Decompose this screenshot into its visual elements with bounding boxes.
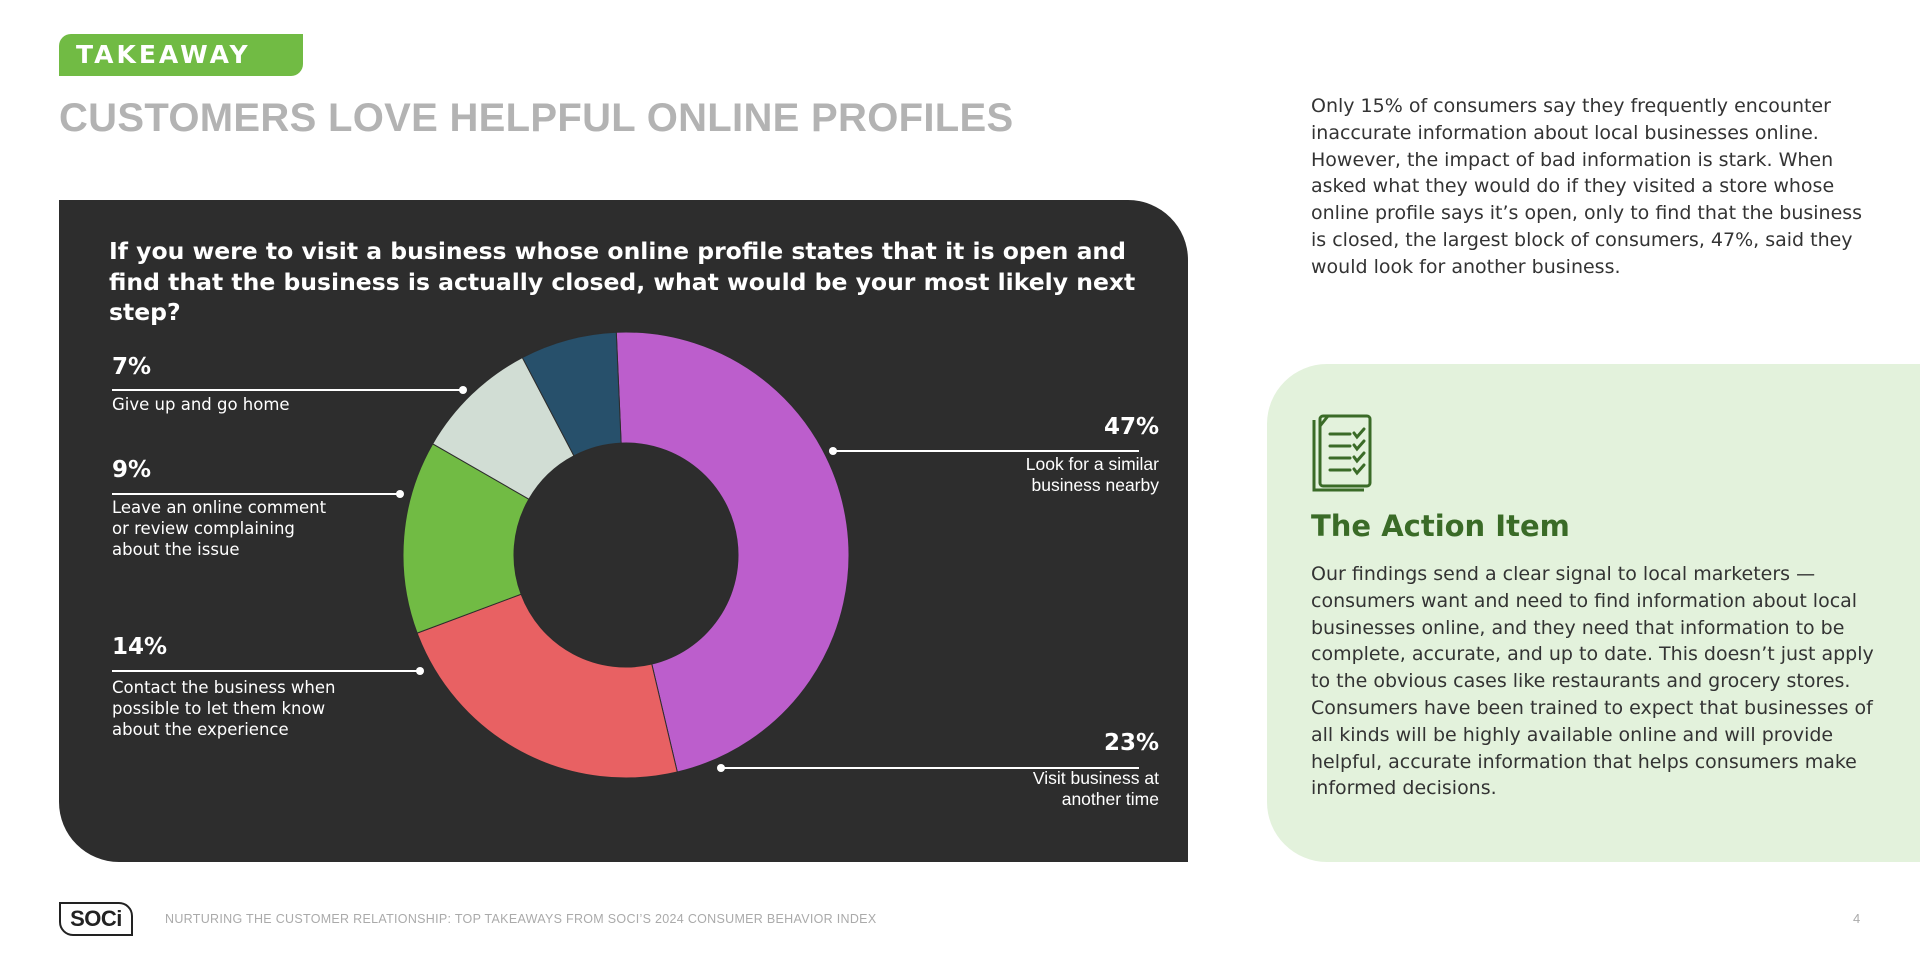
soci-logo: SOCi [59, 902, 133, 936]
label-slice-2: 14% Contact the business when possible t… [112, 634, 347, 740]
donut-chart [112, 331, 1139, 779]
chart-title: If you were to visit a business whose on… [109, 237, 1136, 326]
leader-dot-4 [459, 386, 467, 394]
desc-label-slice-4: Give up and go home [112, 395, 290, 414]
donut-slice-0 [615, 331, 850, 773]
label-slice-4: 7% Give up and go home [112, 354, 312, 415]
chart-panel: If you were to visit a business whose on… [59, 200, 1188, 862]
desc-label-slice-1: Visit business at another time [1032, 768, 1159, 809]
page-number: 4 [1853, 911, 1861, 926]
pct-label-slice-0: 47% [1103, 414, 1159, 440]
pct-label-slice-1: 23% [1103, 730, 1159, 756]
checklist-icon [1312, 414, 1372, 492]
takeaway-tag: TAKEAWAY #1 [59, 34, 303, 111]
desc-label-slice-0: Look for a similar business nearby [1025, 454, 1159, 495]
action-text: Our findings send a clear signal to loca… [1311, 563, 1874, 800]
desc-label-slice-3: Leave an online comment or review compla… [112, 498, 327, 559]
intro-text: Only 15% of consumers say they frequentl… [1311, 95, 1863, 278]
label-slice-0: 47% Look for a similar business nearby [959, 414, 1159, 496]
pct-label-slice-2: 14% [112, 634, 168, 660]
leader-dot-0 [829, 447, 837, 455]
footer-text: NURTURING THE CUSTOMER RELATIONSHIP: TOP… [165, 912, 877, 926]
action-panel: The Action Item Our findings send a clea… [1267, 364, 1920, 862]
page-title: CUSTOMERS LOVE HELPFUL ONLINE PROFILES [59, 96, 1014, 140]
pct-label-slice-4: 7% [112, 354, 152, 380]
label-slice-3: 9% Leave an online comment or review com… [112, 457, 332, 560]
donut-slice-4 [521, 331, 622, 457]
leader-dot-3 [396, 490, 404, 498]
leader-dot-1 [717, 764, 725, 772]
label-slice-1: 23% Visit business at another time [959, 730, 1159, 810]
donut-slice-1 [416, 593, 678, 779]
pct-label-slice-3: 9% [112, 457, 152, 483]
desc-label-slice-2: Contact the business when possible to le… [112, 678, 336, 739]
action-title: The Action Item [1311, 509, 1570, 543]
leader-dot-2 [416, 667, 424, 675]
